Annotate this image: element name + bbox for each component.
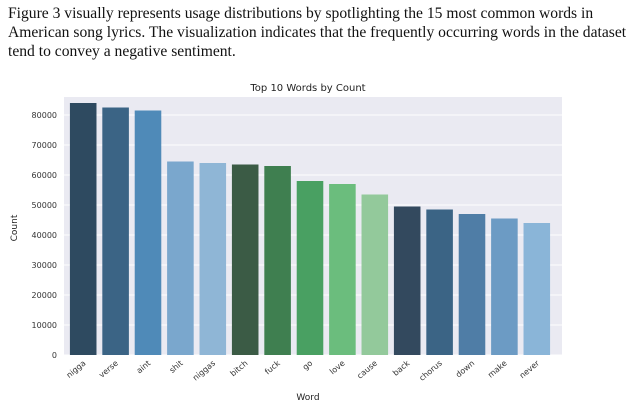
x-tick-label: go bbox=[301, 359, 315, 372]
y-tick-label: 60000 bbox=[32, 171, 57, 180]
bar-back bbox=[393, 206, 421, 355]
x-tick-label: back bbox=[391, 358, 412, 377]
x-tick-label: nigga bbox=[65, 359, 88, 380]
x-tick-labels: nigga verse aint shit niggas bitch fuck go love c… bbox=[65, 358, 542, 383]
caption-line-1: Figure 3 visually represents usage distr… bbox=[8, 5, 594, 22]
x-tick-label: down bbox=[454, 359, 476, 380]
caption-line-2: American song lyrics. The visualization … bbox=[8, 24, 627, 41]
bar-love bbox=[329, 184, 356, 355]
bar-down bbox=[458, 214, 486, 355]
bar-verse bbox=[102, 107, 129, 355]
chart-title: Top 10 Words by Count bbox=[249, 83, 365, 94]
y-axis-label: Count bbox=[10, 214, 20, 241]
figure-caption: Figure 3 visually represents usage distr… bbox=[8, 4, 627, 61]
y-tick-label: 70000 bbox=[32, 141, 57, 150]
bars bbox=[69, 103, 551, 355]
bar-make bbox=[491, 218, 518, 355]
bar-shit bbox=[167, 161, 194, 355]
y-tick-label: 0 bbox=[52, 351, 57, 360]
caption-line-3: tend to convey a negative sentiment. bbox=[8, 43, 236, 60]
x-axis-label: Word bbox=[296, 393, 319, 403]
x-tick-label: never bbox=[518, 358, 542, 380]
y-tick-labels: 0 10000 20000 30000 40000 50000 60000 70000 8000… bbox=[32, 111, 57, 360]
y-tick-label: 30000 bbox=[32, 261, 57, 270]
x-tick-label: cause bbox=[355, 359, 379, 381]
y-tick-label: 40000 bbox=[32, 231, 57, 240]
bar-fuck bbox=[264, 166, 291, 355]
bar-cause bbox=[361, 194, 389, 355]
y-tick-label: 10000 bbox=[32, 321, 57, 330]
bar-never bbox=[523, 223, 551, 355]
x-tick-label: love bbox=[328, 359, 347, 377]
x-tick-label: aint bbox=[135, 359, 153, 376]
x-tick-label: bitch bbox=[228, 359, 249, 379]
bar-chorus bbox=[426, 209, 453, 355]
y-tick-label: 80000 bbox=[32, 111, 57, 120]
x-tick-label: fuck bbox=[263, 358, 282, 376]
bar-bitch bbox=[231, 164, 259, 355]
bar-nigga bbox=[69, 103, 97, 355]
bar-aint bbox=[134, 110, 162, 355]
y-tick-label: 50000 bbox=[32, 201, 57, 210]
bar-go bbox=[296, 181, 324, 355]
x-tick-label: niggas bbox=[191, 359, 217, 383]
x-tick-label: shit bbox=[168, 359, 185, 375]
x-tick-label: chorus bbox=[418, 359, 444, 383]
y-tick-label: 20000 bbox=[32, 291, 57, 300]
x-tick-label: verse bbox=[97, 359, 120, 380]
x-tick-label: make bbox=[486, 359, 509, 380]
bar-niggas bbox=[199, 163, 227, 355]
